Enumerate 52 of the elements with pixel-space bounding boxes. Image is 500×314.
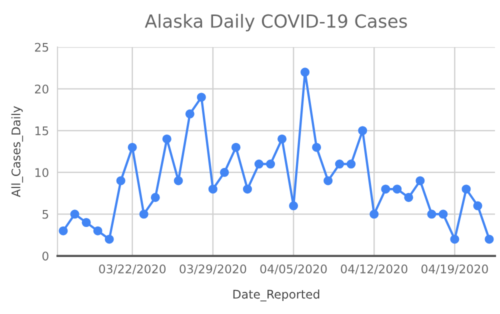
point — [70, 210, 80, 219]
point — [128, 142, 137, 152]
point — [312, 142, 322, 152]
point — [438, 210, 448, 219]
point — [335, 160, 344, 169]
point — [185, 109, 194, 118]
point — [231, 142, 240, 152]
point — [150, 192, 160, 202]
point — [346, 160, 356, 169]
point — [427, 210, 436, 219]
point — [450, 234, 460, 244]
point — [358, 126, 368, 136]
point — [58, 226, 68, 236]
point — [392, 184, 402, 194]
x-tick-label: 04/12/2020 — [340, 264, 408, 274]
point — [416, 176, 425, 186]
y-tick-label: 25 — [35, 42, 48, 52]
point — [139, 210, 148, 219]
point — [174, 176, 183, 186]
point — [162, 134, 172, 144]
y-tick-label: 5 — [42, 210, 48, 219]
point — [300, 68, 310, 77]
point — [116, 176, 126, 186]
point — [473, 201, 482, 210]
point — [324, 176, 333, 186]
x-tick-label: 03/29/2020 — [180, 264, 246, 274]
y-axis-title: All_Cases_Daily — [11, 106, 24, 198]
x-tick-label: 04/05/2020 — [260, 264, 327, 274]
point — [254, 160, 264, 169]
point — [93, 226, 102, 236]
point — [266, 160, 276, 169]
chart-title: Alaska Daily COVID-19 Cases — [144, 14, 407, 32]
y-tick-label: 15 — [35, 126, 48, 136]
point — [484, 234, 494, 244]
point — [220, 168, 229, 177]
point — [462, 184, 471, 194]
point — [370, 210, 379, 219]
point — [404, 192, 414, 202]
y-tick-label: 20 — [35, 84, 48, 94]
point — [208, 184, 218, 194]
y-tick-label: 10 — [35, 168, 48, 178]
point — [196, 92, 206, 102]
y-tick-label: 0 — [42, 252, 48, 261]
point — [242, 184, 252, 194]
point — [104, 234, 114, 244]
point — [289, 201, 298, 210]
x-tick-label: 03/22/2020 — [99, 264, 166, 274]
point — [277, 134, 287, 144]
x-axis-title: Date_Reported — [233, 290, 320, 302]
point — [82, 218, 91, 228]
point — [381, 184, 390, 194]
x-tick-label: 04/19/2020 — [421, 264, 488, 274]
